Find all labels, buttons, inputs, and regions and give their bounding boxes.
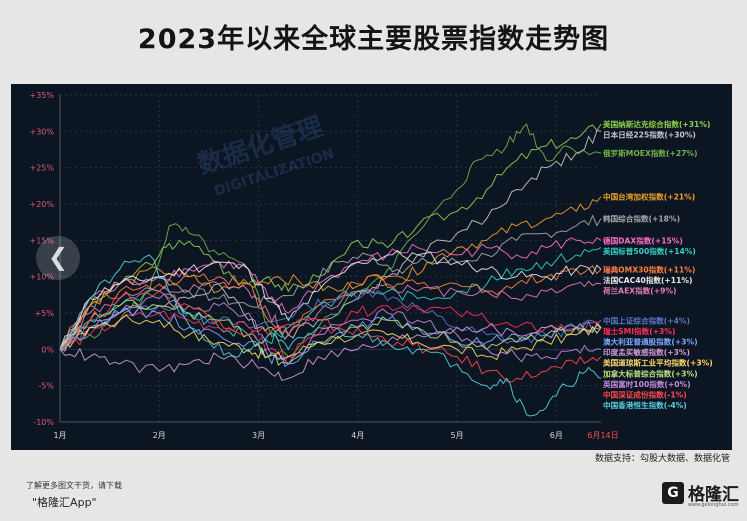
x-tick-label: 4月 <box>351 431 364 440</box>
y-tick-label: +15% <box>30 236 55 245</box>
series-label: 瑞士SMI指数(+3%) <box>603 326 675 336</box>
series-label: 美国标普500指数(+14%) <box>603 246 696 256</box>
watermark: 数据化管理 DIGITALIZATION <box>194 112 336 200</box>
series-lines <box>59 123 602 417</box>
series-label: 中国深证成份指数(-1%) <box>603 389 687 399</box>
axes: -10% -5% 0% +5% +10% +15% +20% +25% +30% +35% 1月 2月… <box>30 91 619 440</box>
series-line <box>59 293 602 365</box>
x-end-label: 6月14日 <box>587 431 618 440</box>
series-label: 加拿大标普综合指数(+3%) <box>602 368 698 378</box>
series-label: 瑞典OMX30指数(+11%) <box>603 264 695 274</box>
page-title: 2023年以来全球主要股票指数走势图 <box>137 24 610 55</box>
series-line <box>59 299 602 366</box>
y-tick-label: +20% <box>30 200 55 209</box>
y-tick-label: +25% <box>30 164 55 173</box>
x-tick-label: 5月 <box>451 431 464 440</box>
series-label: 中国上证综合指数(+4%) <box>603 315 690 325</box>
promo-app-link[interactable]: "格隆汇App" <box>32 496 97 509</box>
brand-logo[interactable]: G 格隆汇 www.gelonghui.com <box>662 480 742 514</box>
chart-panel: 数据化管理 DIGITALIZATION -10% -5% 0% +5% +10% +15… <box>11 84 732 450</box>
x-tick-label: 2月 <box>153 431 166 440</box>
series-label: 韩国综合指数(+18%) <box>603 214 680 224</box>
series-line <box>59 123 602 350</box>
x-tick-label: 1月 <box>53 431 66 440</box>
logo-icon: G <box>662 482 684 504</box>
chevron-left-icon: ❮ <box>47 243 69 271</box>
series-labels: 美国纳斯达克综合指数(+31%)日本日经225指数(+30%) 俄罗斯MOEX指数… <box>602 119 713 410</box>
x-tick-label: 6月 <box>550 431 563 440</box>
series-label: 法国CAC40指数(+11%) <box>603 275 692 285</box>
series-line <box>59 196 602 350</box>
y-tick-label: +35% <box>30 91 55 100</box>
series-line <box>59 254 602 417</box>
source-note: 数据支持：勾股大数据、数据化管 <box>594 454 730 464</box>
series-line <box>59 322 602 381</box>
series-line <box>59 290 602 383</box>
y-tick-label: -5% <box>38 382 54 391</box>
series-label: 荷兰AEX指数(+9%) <box>602 286 677 296</box>
series-label: 美国道琼斯工业平均指数(+3%) <box>603 358 713 368</box>
series-label: 英国富时100指数(+0%) <box>603 379 691 389</box>
y-tick-label: -10% <box>33 418 54 427</box>
brand-url: www.gelonghui.com <box>688 502 739 508</box>
y-tick-label: +30% <box>30 127 55 136</box>
brand-name: 格隆汇 <box>688 485 739 505</box>
series-label: 中国香港恒生指数(-4%) <box>603 400 687 410</box>
series-label: 德国DAX指数(+15%) <box>602 235 683 245</box>
y-tick-label: 0% <box>41 345 54 354</box>
series-line <box>59 265 602 350</box>
prev-arrow-button[interactable]: ❮ <box>36 236 80 280</box>
series-label: 澳大利亚普通股指数(+3%) <box>603 336 698 346</box>
series-line <box>59 247 602 350</box>
grid-lines <box>59 94 601 423</box>
line-chart: 数据化管理 DIGITALIZATION -10% -5% 0% +5% +10% +15… <box>30 91 713 440</box>
series-label: 中国台湾加权指数(+21%) <box>603 192 695 202</box>
series-label: 美国纳斯达克综合指数(+31%) <box>603 119 710 129</box>
series-label: 印度孟买敏感指数(+3%) <box>603 347 690 357</box>
series-line <box>59 214 602 350</box>
series-label: 日本日经225指数(+30%) <box>603 130 696 140</box>
series-label: 俄罗斯MOEX指数(+27%) <box>602 148 698 158</box>
y-tick-label: +5% <box>35 309 55 318</box>
x-tick-label: 3月 <box>252 431 265 440</box>
promo-text: 了解更多图文干货，请下载 <box>26 481 122 490</box>
y-tick-label: +10% <box>30 273 55 282</box>
